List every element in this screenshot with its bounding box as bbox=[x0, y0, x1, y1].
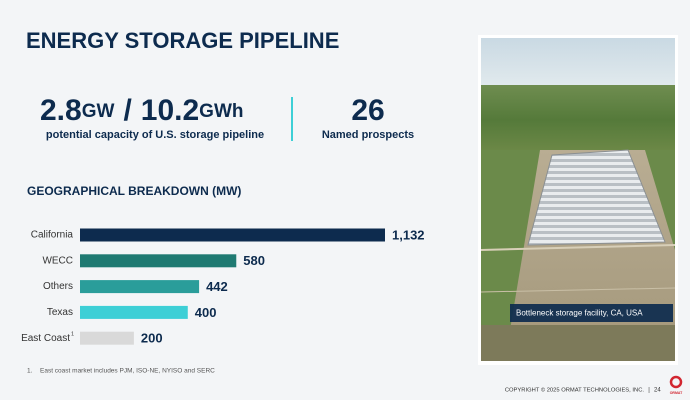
photo-caption: Bottleneck storage facility, CA, USA bbox=[516, 309, 643, 318]
chart-title: GEOGRAPHICAL BREAKDOWN (MW) bbox=[27, 184, 241, 198]
value-label: 580 bbox=[243, 253, 265, 268]
bar bbox=[80, 254, 237, 268]
page-number: 24 bbox=[654, 388, 661, 394]
category-label: Others bbox=[43, 281, 73, 292]
footnote-number: 1. bbox=[27, 368, 33, 375]
value-label: 400 bbox=[195, 305, 217, 320]
footnote: East coast market includes PJM, ISO-NE, … bbox=[40, 368, 215, 375]
prospects-value: 26 bbox=[351, 94, 384, 127]
footnote-marker: 1 bbox=[71, 332, 74, 338]
footer-separator: | bbox=[648, 388, 650, 394]
value-label: 1,132 bbox=[392, 227, 425, 242]
category-label: Texas bbox=[47, 307, 73, 318]
stat-unit: GW bbox=[82, 101, 115, 122]
stat-value: 10.2 bbox=[141, 94, 199, 127]
logo-text: ORMAT bbox=[670, 391, 683, 395]
stat-separator: / bbox=[123, 94, 132, 127]
category-label: East Coast bbox=[21, 333, 70, 344]
photo: Bottleneck storage facility, CA, USA bbox=[478, 35, 678, 365]
bar-chart: GEOGRAPHICAL BREAKDOWN (MW) California 1,… bbox=[21, 184, 424, 345]
bar bbox=[80, 228, 385, 242]
value-label: 442 bbox=[206, 279, 228, 294]
stat-label: potential capacity of U.S. storage pipel… bbox=[46, 129, 264, 141]
value-label: 200 bbox=[141, 331, 163, 346]
bar bbox=[80, 305, 188, 319]
category-label: California bbox=[31, 230, 74, 241]
capacity-stat: 2.8GW / 10.2GWh bbox=[40, 94, 244, 127]
bar bbox=[80, 280, 200, 294]
bar bbox=[80, 331, 134, 345]
prospects-label: Named prospects bbox=[322, 129, 414, 141]
stat-unit: GWh bbox=[199, 101, 243, 122]
copyright: COPYRIGHT © 2025 ORMAT TECHNOLOGIES, INC… bbox=[505, 387, 645, 394]
slide-title: ENERGY STORAGE PIPELINE bbox=[26, 28, 339, 53]
logo-mark bbox=[669, 375, 683, 389]
stat-value: 2.8 bbox=[40, 94, 82, 127]
category-label: WECC bbox=[42, 255, 73, 266]
